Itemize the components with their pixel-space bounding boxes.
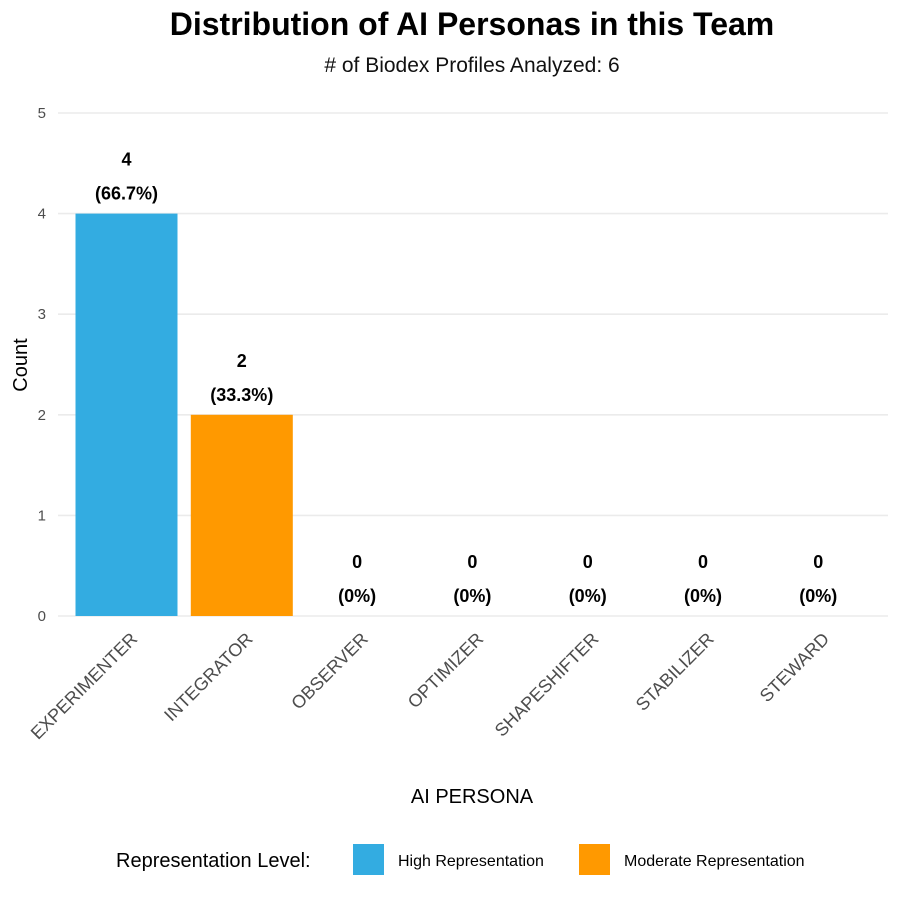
y-axis-title: Count bbox=[10, 338, 32, 392]
y-tick-label: 5 bbox=[38, 105, 46, 122]
x-tick-label: SHAPESHIFTER bbox=[491, 629, 603, 741]
legend-item-label: Moderate Representation bbox=[624, 853, 805, 870]
legend-title: Representation Level: bbox=[116, 850, 311, 872]
legend-swatch bbox=[353, 844, 384, 875]
data-label-count: 4 bbox=[121, 150, 131, 170]
legend-item-label: High Representation bbox=[398, 853, 544, 870]
x-tick-label: OPTIMIZER bbox=[404, 629, 487, 712]
bars bbox=[75, 213, 293, 616]
bar-experimenter bbox=[75, 213, 178, 616]
x-tick-label: INTEGRATOR bbox=[160, 629, 256, 725]
chart-subtitle: # of Biodex Profiles Analyzed: 6 bbox=[324, 54, 619, 77]
data-label-percent: (0%) bbox=[338, 586, 376, 606]
y-tick-label: 1 bbox=[38, 507, 46, 524]
chart-title: Distribution of AI Personas in this Team bbox=[170, 6, 775, 42]
x-axis-ticks: EXPERIMENTER INTEGRATOR OBSERVER OPTIMIZER S… bbox=[27, 629, 833, 744]
bar-integrator bbox=[190, 414, 293, 616]
x-tick-label: EXPERIMENTER bbox=[27, 629, 142, 744]
y-tick-label: 2 bbox=[38, 407, 46, 424]
legend: Representation Level: High Representatio… bbox=[116, 844, 805, 875]
data-label-count: 2 bbox=[237, 351, 247, 371]
data-label-percent: (0%) bbox=[453, 586, 491, 606]
y-axis-ticks: 0 1 2 3 4 5 bbox=[38, 105, 46, 625]
x-tick-label: STEWARD bbox=[756, 629, 833, 706]
data-label-count: 0 bbox=[352, 552, 362, 572]
x-axis-title: AI PERSONA bbox=[411, 786, 534, 808]
data-label-percent: (0%) bbox=[569, 586, 607, 606]
data-label-percent: (0%) bbox=[684, 586, 722, 606]
data-label-count: 0 bbox=[467, 552, 477, 572]
y-tick-label: 4 bbox=[38, 206, 46, 223]
data-labels: 4 (66.7%) 2 (33.3%) 0 (0%) 0 (0%) 0 (0%) 0 (0%) 0 (0%… bbox=[95, 150, 837, 606]
data-label-percent: (66.7%) bbox=[95, 184, 158, 204]
data-label-percent: (33.3%) bbox=[210, 385, 273, 405]
legend-swatch bbox=[579, 844, 610, 875]
x-tick-label: STABILIZER bbox=[632, 629, 718, 715]
data-label-percent: (0%) bbox=[799, 586, 837, 606]
data-label-count: 0 bbox=[813, 552, 823, 572]
gridlines bbox=[58, 112, 888, 617]
data-label-count: 0 bbox=[583, 552, 593, 572]
data-label-count: 0 bbox=[698, 552, 708, 572]
x-tick-label: OBSERVER bbox=[287, 629, 372, 714]
y-tick-label: 0 bbox=[38, 608, 46, 625]
y-tick-label: 3 bbox=[38, 306, 46, 323]
